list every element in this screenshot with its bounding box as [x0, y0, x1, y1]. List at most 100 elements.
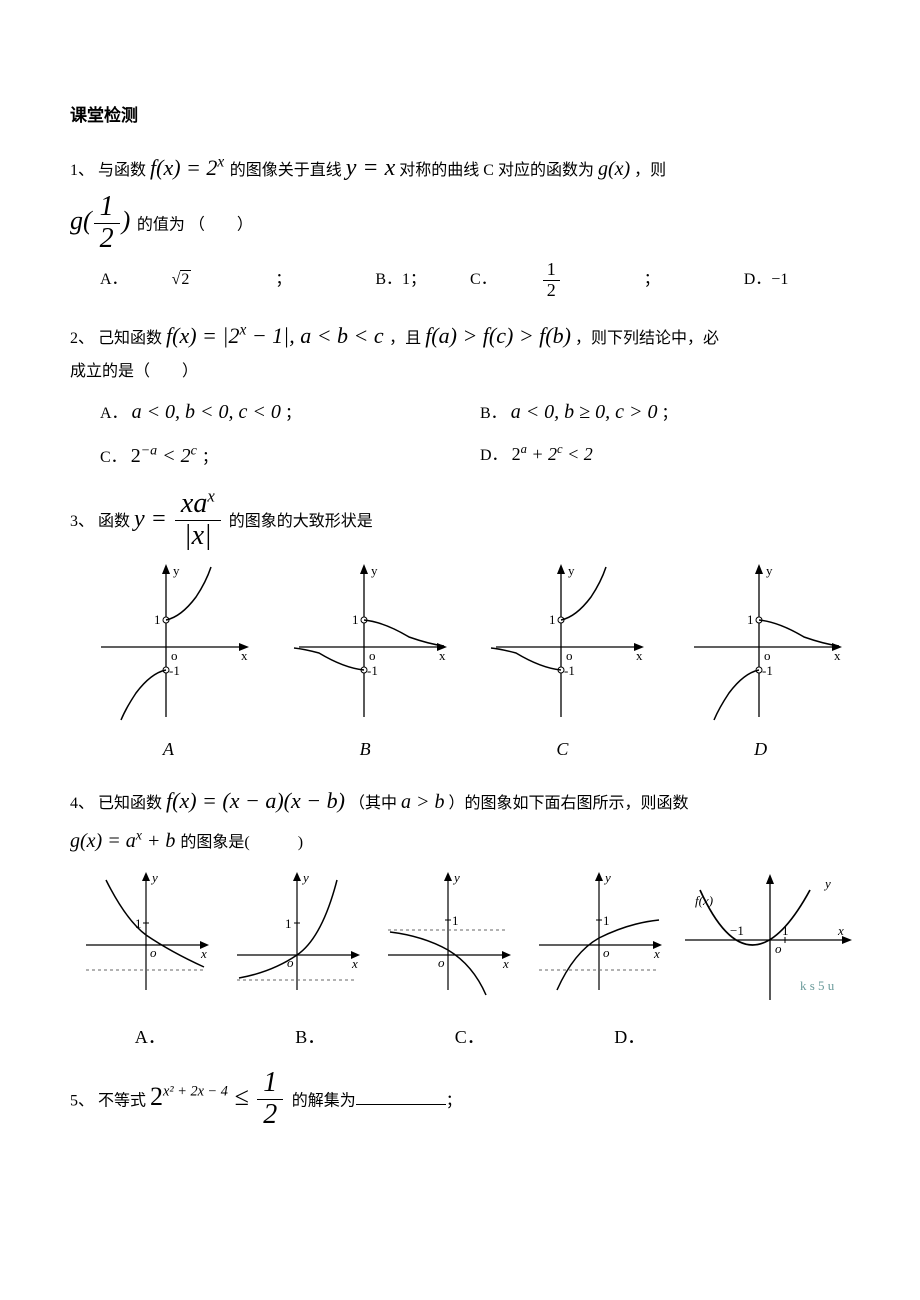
q4-label-d: D． [614, 1020, 645, 1054]
q5-number: 5、 [70, 1092, 94, 1109]
q5-text-2: 的解集为 [292, 1092, 356, 1109]
q1-fx-base: f(x) = 2 [150, 155, 217, 180]
q2-text-2: ，且 [389, 330, 421, 347]
q2-ineq: f(a) > f(c) > f(b) [425, 323, 571, 348]
svg-text:y: y [371, 563, 378, 578]
q4-text-1: 已知函数 [98, 795, 162, 812]
q2-option-d: D． 2a + 2c < 2 [480, 437, 860, 475]
q1-gval: g(12) [70, 206, 137, 235]
q4-graph-b: y x o 1 [227, 870, 367, 1000]
q2-text-4: 成立的是（ ） [70, 363, 198, 380]
q5-exp: x² + 2x − 4 [163, 1084, 228, 1100]
q2-options-row1: A． a < 0, b < 0, c < 0 ； B． a < 0, b ≥ 0… [100, 393, 860, 431]
svg-text:y: y [568, 563, 575, 578]
q4-gx: g(x) = ax + b [70, 830, 180, 852]
q2-option-a: A． a < 0, b < 0, c < 0 ； [100, 393, 480, 431]
svg-text:−1: −1 [730, 923, 744, 938]
q4-text-2: （其中 [349, 795, 397, 812]
q3-ylead: y = [134, 506, 173, 532]
svg-text:1: 1 [603, 913, 610, 928]
svg-text:o: o [438, 955, 445, 970]
sqrt-icon: √2 [172, 265, 232, 295]
svg-text:1: 1 [352, 612, 359, 627]
q4-graph-a: y x o 1 [76, 870, 216, 1000]
q5-frac: 12 [257, 1068, 283, 1131]
q3-label-a: A [163, 732, 174, 766]
q1-gx: g(x) [598, 158, 630, 180]
svg-text:y: y [823, 876, 831, 891]
question-3: 3、 函数 y = xax|x| 的图象的大致形状是 y x o 1 -1 [70, 489, 860, 766]
q1-a-label: A． [100, 271, 128, 288]
svg-text:o: o [171, 648, 178, 663]
q3-graph-a: y x o 1 -1 [81, 562, 256, 722]
q1-text-2: 的图像关于直线 [230, 162, 342, 179]
q1-text-5: 的值为 （ ） [137, 216, 253, 233]
q1-a-semi: ； [275, 271, 291, 288]
q3-graph-b: y x o 1 -1 [279, 562, 454, 722]
q1-c-num: 1 [543, 260, 560, 281]
q1-option-b: B．1； [375, 271, 426, 288]
svg-text:x: x [837, 923, 844, 938]
q1-text-1: 与函数 [98, 162, 146, 179]
q4-graph-fx: x y o −1 f(x) 1 k s 5 u [680, 870, 855, 1010]
q2-c-exp1: −a [141, 444, 157, 459]
q2-c-base1: 2 [131, 445, 141, 467]
svg-text:1: 1 [285, 916, 292, 931]
q4-second-line: g(x) = ax + b 的图象是( ) [70, 822, 860, 860]
q2-d-label: D． [480, 447, 508, 464]
q1-gval-tail: ) [122, 206, 131, 235]
question-1: 1、 与函数 f(x) = 2x 的图像关于直线 y = x 对称的曲线 C 对… [70, 146, 860, 301]
section-heading: 课堂检测 [70, 100, 860, 132]
question-5: 5、 不等式 2x² + 2x − 4 ≤ 12 的解集为； [70, 1068, 860, 1131]
q1-gval-num: 1 [94, 192, 120, 224]
q2-d-end: < 2 [563, 444, 593, 464]
svg-text:y: y [603, 870, 611, 885]
q1-option-d: D．−1 [744, 271, 789, 288]
q5-text-3: ； [446, 1092, 462, 1109]
q3-number: 3、 [70, 513, 94, 530]
q4-graphs: y x o 1 y x o 1 y [70, 870, 860, 1010]
svg-text:o: o [369, 648, 376, 663]
q3-text-2: 的图象的大致形状是 [229, 513, 373, 530]
q3-graph-labels: A B C D [70, 732, 860, 766]
q5-expr: 2x² + 2x − 4 ≤ 12 [150, 1082, 292, 1111]
question-2: 2、 己知函数 f(x) = |2x − 1|, a < b < c ，且 f(… [70, 315, 860, 475]
q5-blank [356, 1090, 446, 1105]
svg-text:1: 1 [452, 913, 459, 928]
q4-graph-c: y x o 1 [378, 870, 518, 1000]
q5-mid: ≤ [228, 1082, 255, 1111]
q2-c-mid: < 2 [157, 445, 191, 467]
q3-graph-c: y x o 1 -1 [476, 562, 651, 722]
q4-label-b: B． [295, 1020, 325, 1054]
svg-text:-1: -1 [564, 663, 575, 678]
q5-rden: 2 [257, 1100, 283, 1131]
svg-text:x: x [200, 946, 207, 961]
q2-d-base1: 2 [512, 444, 521, 464]
q3-func: y = xax|x| [134, 506, 229, 532]
q1-options: A． √2 ； B．1； C． 12 ； D．−1 [100, 260, 860, 301]
svg-text:o: o [775, 941, 782, 956]
svg-text:o: o [603, 945, 610, 960]
q5-text-1: 不等式 [98, 1092, 146, 1109]
svg-text:1: 1 [154, 612, 161, 627]
q2-c-label: C． [100, 449, 127, 466]
q3-num-txt: xa [181, 488, 207, 519]
svg-text:x: x [439, 648, 446, 663]
q4-label-c: C． [455, 1020, 485, 1054]
svg-text:-1: -1 [367, 663, 378, 678]
q3-label-d: D [754, 732, 767, 766]
svg-text:x: x [241, 648, 248, 663]
svg-text:y: y [173, 563, 180, 578]
q2-c-semi: ； [202, 449, 218, 466]
svg-text:k s 5 u: k s 5 u [800, 978, 835, 993]
q3-num: xax [175, 489, 221, 521]
q3-den: |x| [175, 521, 221, 552]
q2-option-b: B． a < 0, b ≥ 0, c > 0 ； [480, 393, 860, 431]
q4-label-a: A． [135, 1020, 166, 1054]
q3-text-1: 函数 [98, 513, 130, 530]
q4-ab: a > b [401, 791, 445, 813]
q2-d-val: 2a + 2c < 2 [512, 444, 593, 464]
q1-gval-den: 2 [94, 224, 120, 255]
q3-num-exp: x [207, 487, 214, 506]
q4-text-3: ）的图象如下面右图所示，则函数 [448, 795, 688, 812]
